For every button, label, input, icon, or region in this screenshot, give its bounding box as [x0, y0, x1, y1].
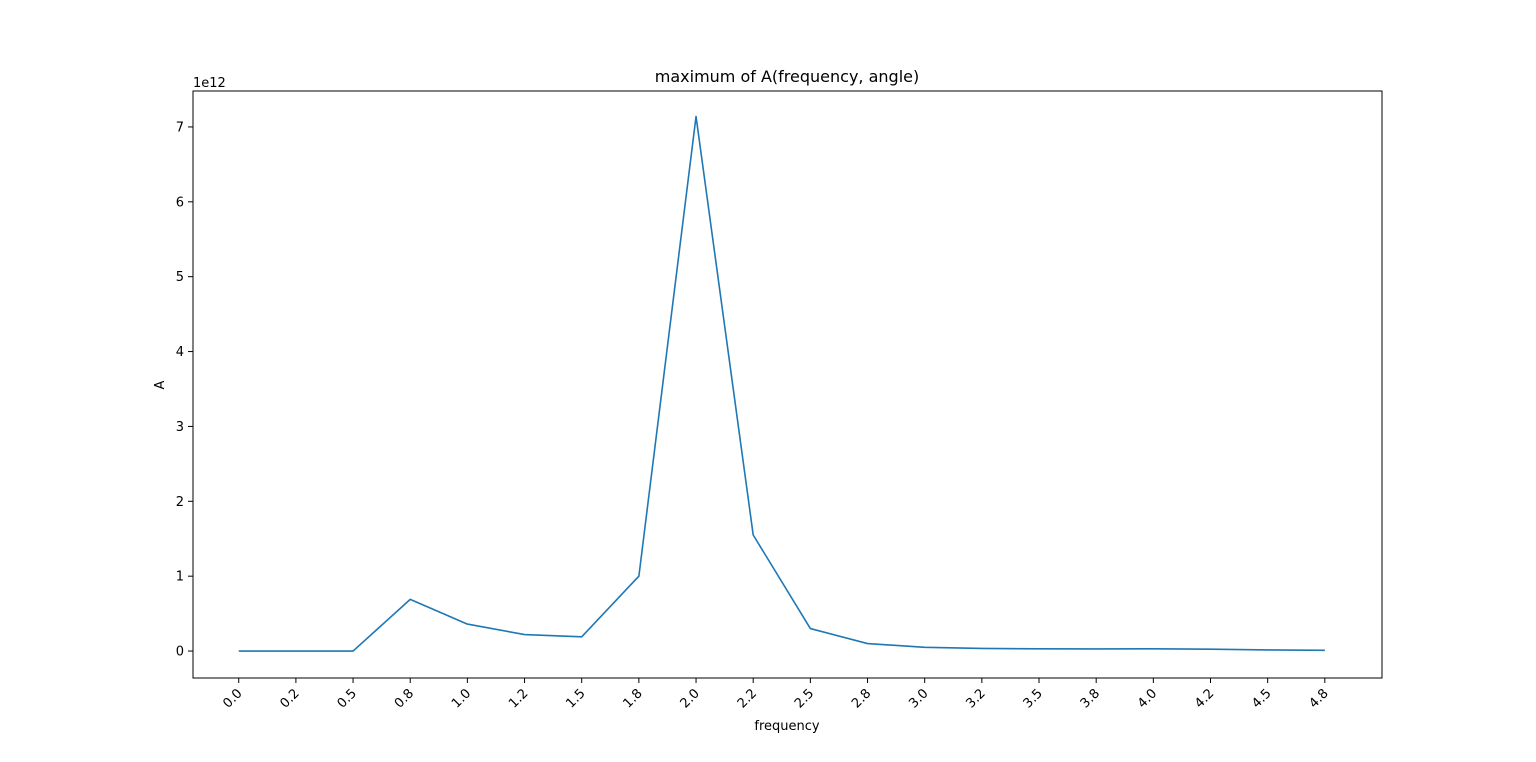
y-tick-label: 7: [176, 120, 184, 135]
x-tick-label: 2.5: [792, 686, 817, 711]
series-lines: [238, 115, 1325, 652]
x-tick-label: 1.8: [620, 686, 645, 711]
x-tick-label: 4.2: [1192, 686, 1217, 711]
y-offset-label: 1e12: [193, 76, 226, 91]
chart-title: maximum of A(frequency, angle): [655, 67, 919, 86]
y-axis-label: A: [153, 380, 168, 389]
y-tick-label: 4: [176, 345, 184, 360]
x-tick-label: 4.8: [1306, 686, 1331, 711]
y-ticks: 0 1 2 3 4 5 6 7: [176, 120, 193, 660]
x-tick-label: 2.8: [849, 686, 874, 711]
x-tick-label: 0.0: [220, 686, 245, 711]
x-tick-label: 2.0: [678, 686, 703, 711]
x-axis-label: frequency: [754, 719, 820, 734]
y-tick-label: 2: [176, 495, 184, 510]
y-tick-label: 6: [176, 195, 184, 210]
y-tick-label: 0: [176, 645, 184, 660]
plot-frame: [192, 90, 1383, 679]
y-tick-label: 1: [176, 570, 184, 585]
x-tick-label: 4.0: [1135, 686, 1160, 711]
x-tick-label: 0.5: [335, 686, 360, 711]
x-tick-label: 2.2: [735, 686, 760, 711]
x-tick-label: 0.2: [277, 686, 302, 711]
x-tick-label: 1.2: [506, 686, 531, 711]
x-tick-label: 3.5: [1021, 686, 1046, 711]
x-tick-label: 3.0: [906, 686, 931, 711]
x-tick-label: 0.8: [392, 686, 417, 711]
x-ticks: 0.0 0.2 0.5 0.8 1.0 1.2 1.5 1.8 2.0 2.2 2.5 2.8 3.0 3…: [220, 678, 1332, 711]
x-tick-label: 4.5: [1249, 686, 1274, 711]
y-tick-label: 3: [176, 420, 184, 435]
x-tick-label: 3.2: [963, 686, 988, 711]
y-tick-label: 5: [176, 270, 184, 285]
x-tick-label: 1.0: [449, 686, 474, 711]
series-line: [238, 115, 1325, 652]
x-tick-label: 3.8: [1078, 686, 1103, 711]
x-tick-label: 1.5: [563, 686, 588, 711]
